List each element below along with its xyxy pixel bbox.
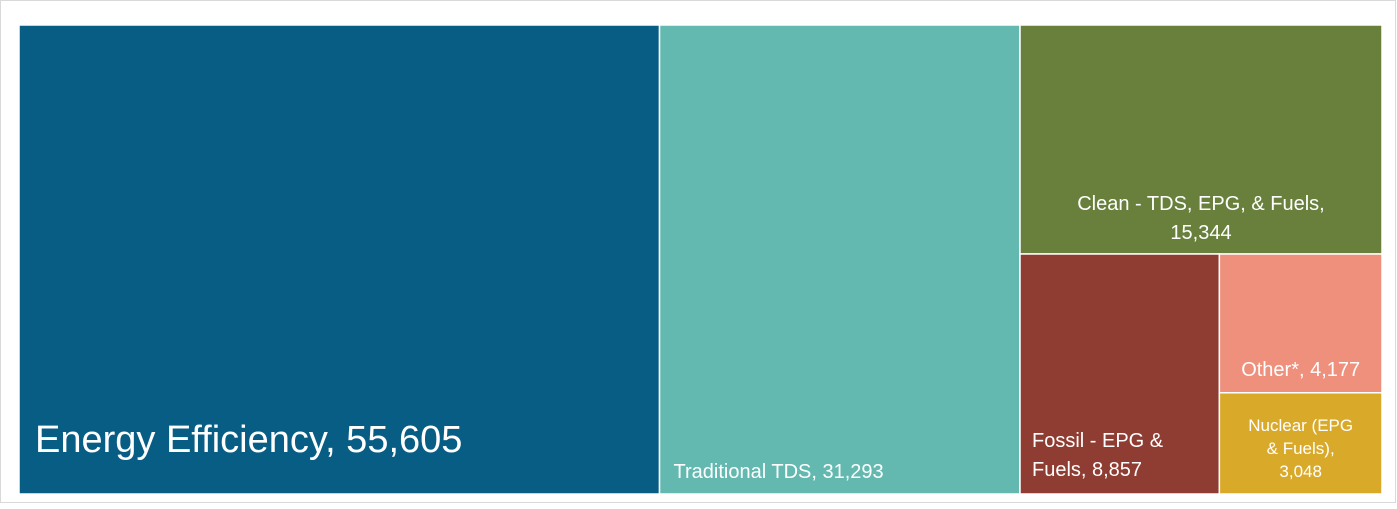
treemap-label-5: Other*, 4,177: [1241, 359, 1360, 381]
treemap-tile-1: [18, 24, 661, 495]
treemap-label-line: Fossil - EPG &: [1032, 430, 1164, 452]
treemap-tile-6: [1218, 391, 1383, 495]
treemap-label-line: Other*, 4,177: [1241, 359, 1360, 381]
treemap-tile-4: [1019, 253, 1221, 495]
treemap-label-line: & Fuels),: [1267, 439, 1335, 458]
treemap-label-line: 15,344: [1170, 222, 1231, 244]
treemap-tile-2: [658, 24, 1021, 495]
treemap-label-line: Clean - TDS, EPG, & Fuels,: [1077, 193, 1325, 215]
treemap-label-2: Traditional TDS, 31,293: [674, 461, 884, 483]
treemap-label-4: Fossil - EPG & Fuels, 8,857: [1032, 430, 1164, 481]
treemap-label-line: Traditional TDS, 31,293: [674, 461, 884, 483]
treemap-label-3: Clean - TDS, EPG, & Fuels, 15,344: [1077, 193, 1325, 244]
treemap-tile-5: [1218, 253, 1383, 394]
treemap-tile-3: [1019, 24, 1383, 255]
treemap-label-line: 3,048: [1279, 462, 1322, 481]
treemap-label-line: Fuels, 8,857: [1032, 459, 1142, 481]
treemap-label-6: Nuclear (EPG & Fuels), 3,048: [1248, 416, 1353, 481]
treemap-label-line: Nuclear (EPG: [1248, 416, 1353, 435]
treemap-label-line: Energy Efficiency, 55,605: [35, 419, 462, 461]
treemap-label-1: Energy Efficiency, 55,605: [35, 419, 462, 461]
